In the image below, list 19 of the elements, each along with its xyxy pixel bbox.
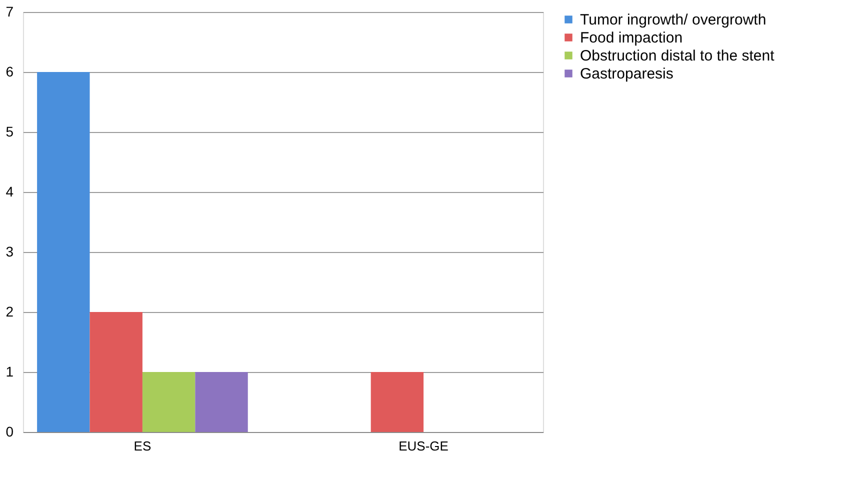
legend-label: Obstruction distal to the stent	[580, 48, 776, 64]
y-tick-label: 1	[6, 364, 14, 380]
y-tick-label: 3	[6, 244, 14, 260]
x-tick-label: ES	[134, 438, 152, 454]
y-tick-label: 7	[6, 4, 14, 20]
bar	[37, 72, 90, 432]
bar	[195, 372, 248, 432]
x-tick-label: EUS-GE	[398, 438, 449, 454]
y-tick-label: 0	[6, 424, 14, 440]
y-tick-label: 5	[6, 124, 14, 140]
bar	[370, 372, 424, 432]
y-tick-label: 6	[6, 64, 14, 80]
legend-label: Food impaction	[580, 30, 683, 46]
bar	[90, 312, 142, 432]
y-tick-label: 4	[6, 184, 14, 200]
legend-label: Tumor ingrowth/ overgrowth	[580, 12, 766, 28]
y-tick-label: 2	[6, 304, 14, 320]
legend-label: Gastroparesis	[580, 66, 674, 82]
bar	[142, 372, 196, 432]
